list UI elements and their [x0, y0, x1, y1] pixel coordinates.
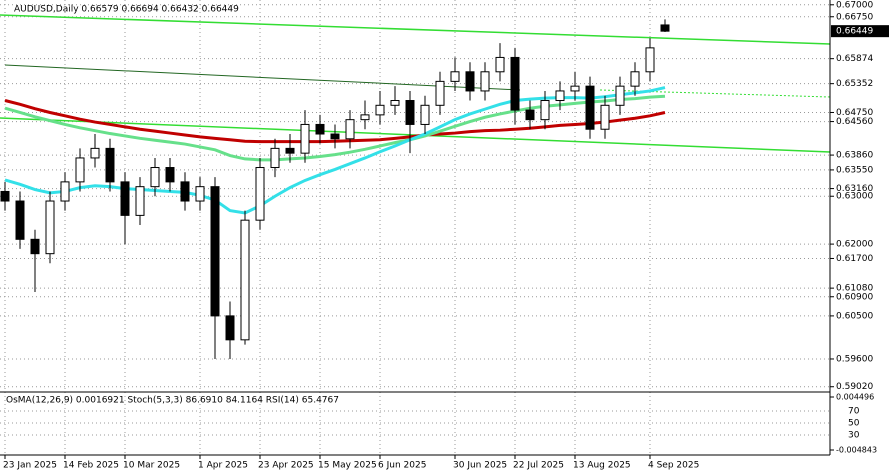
y-tick-label: 0.63550: [836, 165, 873, 175]
candle-body: [180, 181, 190, 202]
x-tick-label: 15 May 2025: [318, 461, 377, 471]
candle-body: [615, 85, 625, 106]
candle-body: [150, 167, 160, 188]
candle-body: [375, 104, 385, 116]
candle-body: [255, 167, 265, 221]
y-tick-label: 0.64560: [836, 117, 873, 127]
candle-body: [360, 114, 370, 121]
y-tick-label: 0.63860: [836, 151, 873, 161]
candle-body: [525, 109, 535, 121]
y-tick-label: 30: [848, 431, 860, 441]
x-tick-label: 22 Jul 2025: [513, 461, 564, 471]
trend-line: [4, 64, 521, 91]
candle-body: [135, 186, 145, 216]
y-tick-label: 0.61700: [836, 254, 873, 264]
x-tick-label: 23 Apr 2025: [258, 461, 314, 471]
candle-body: [555, 90, 565, 102]
candle-body: [225, 315, 235, 341]
y-tick-label: 50: [848, 419, 860, 429]
candle-body: [510, 56, 520, 111]
y-tick-label: 0.63160: [836, 184, 873, 194]
y-tick-label: 0.004496: [836, 392, 874, 401]
candle-body: [45, 200, 55, 255]
x-tick-label: 10 Mar 2025: [123, 461, 180, 471]
y-tick-label: 0.62000: [836, 240, 873, 250]
y-tick-label: 0.64750: [836, 108, 873, 118]
y-tick-label: 0.59020: [836, 382, 873, 392]
x-tick-label: 6 Jun 2025: [378, 461, 426, 471]
candle-body: [660, 24, 670, 32]
y-tick-label: 0.60900: [836, 292, 873, 302]
candle-body: [0, 190, 10, 202]
candle-body: [165, 167, 175, 183]
x-tick-label: 14 Feb 2025: [63, 461, 119, 471]
candle-body: [420, 104, 430, 125]
moving-average: [4, 86, 666, 215]
moving-average: [4, 94, 666, 162]
current-price-box: [831, 25, 889, 38]
candle-body: [570, 85, 580, 92]
candle-body: [240, 219, 250, 341]
y-tick-label: 0.59600: [836, 354, 873, 364]
current-price-label: 0.66449: [836, 27, 873, 37]
candle-body: [465, 71, 475, 92]
x-tick-label: 1 Apr 2025: [198, 461, 248, 471]
candle-body: [450, 71, 460, 82]
candle-body: [60, 181, 70, 202]
candle-body: [195, 186, 205, 202]
y-tick-label: 0.66750: [836, 12, 873, 22]
candle-body: [30, 238, 40, 255]
candle-body: [90, 147, 100, 159]
candle-body: [495, 56, 505, 73]
candle-body: [105, 147, 115, 183]
candle-body: [315, 123, 325, 135]
candle-body: [330, 133, 340, 140]
candle-body: [390, 100, 400, 106]
x-tick-label: 23 Jan 2025: [3, 461, 57, 471]
candle-body: [435, 80, 445, 106]
y-tick-label: 0.60500: [836, 311, 873, 321]
candle-body: [405, 100, 415, 125]
indicator-title: OsMA(12,26,9) 0.0016921 Stoch(5,3,3) 86.…: [6, 396, 339, 406]
x-tick-label: 13 Aug 2025: [573, 461, 631, 471]
plot-area: [0, 19, 670, 359]
y-tick-label: 70: [848, 407, 860, 417]
candle-body: [630, 71, 640, 87]
candle-body: [480, 71, 490, 92]
candle-body: [75, 157, 85, 183]
x-tick-label: 4 Sep 2025: [648, 461, 699, 471]
candle-body: [285, 147, 295, 154]
candle-body: [15, 200, 25, 240]
candle-body: [540, 100, 550, 121]
candle-body: [645, 47, 655, 73]
chart-title: AUDUSD,Daily 0.66579 0.66694 0.66432 0.6…: [14, 5, 239, 15]
x-tick-label: 30 Jun 2025: [453, 461, 507, 471]
candle-body: [120, 181, 130, 216]
candle-body: [270, 147, 280, 169]
y-tick-label: -0.004843: [836, 446, 877, 455]
y-tick-label: 0.67000: [836, 0, 873, 10]
y-tick-label: 0.65874: [836, 54, 873, 64]
candle-body: [600, 104, 610, 130]
candle-body: [345, 119, 355, 140]
trend-line: [0, 14, 831, 45]
candle-body: [210, 186, 220, 317]
candle-body: [300, 123, 310, 154]
y-tick-label: 0.65352: [836, 79, 873, 89]
y-tick-label: 0.61080: [836, 284, 873, 294]
y-tick-label: 0.63000: [836, 192, 873, 202]
candle-body: [585, 85, 595, 130]
